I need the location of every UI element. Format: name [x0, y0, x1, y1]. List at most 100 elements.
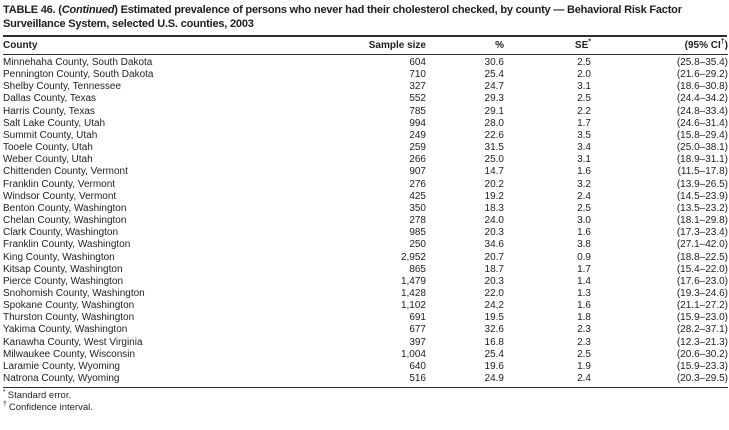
header-se-label: SE	[574, 40, 589, 51]
table-row: Laramie County, Wyoming 640 19.6 1.9 (15.9–2…	[3, 361, 728, 373]
county-cell: Tooele County, Utah	[3, 142, 93, 154]
percent-cell: 20.2	[484, 178, 504, 190]
sample-size-cell: 865	[409, 263, 426, 275]
county-cell: Kanawha County, West Virginia	[3, 336, 143, 348]
sample-size-cell: 327	[409, 81, 426, 93]
table-title-prefix: TABLE 46. (	[3, 4, 62, 16]
table-title: TABLE 46. (Continued) Estimated prevalen…	[3, 4, 727, 37]
county-cell: Franklin County, Washington	[3, 239, 131, 251]
header-se: SE*	[504, 37, 591, 55]
se-cell: 2.5	[577, 93, 591, 105]
se-cell: 2.5	[577, 348, 591, 360]
ci-cell: (18.8–22.5)	[676, 251, 728, 263]
ci-cell: (18.9–31.1)	[676, 154, 728, 166]
se-cell: 1.8	[577, 312, 591, 324]
footnote-confidence-interval: † Confidence interval.	[3, 400, 727, 414]
sample-size-cell: 604	[409, 57, 426, 68]
se-cell: 1.7	[577, 263, 591, 275]
county-cell: Windsor County, Vermont	[3, 190, 117, 202]
table-row: Salt Lake County, Utah 994 28.0 1.7 (24.6–31…	[3, 118, 728, 130]
se-cell: 2.0	[577, 69, 591, 81]
ci-cell: (14.5–23.9)	[676, 190, 728, 202]
footnote-marker-asterisk: *	[3, 389, 6, 397]
table-title-rest: ) Estimated prevalence of persons who ne…	[3, 4, 682, 30]
table-row: Thurston County, Washington 691 19.5 1.8 (15…	[3, 312, 728, 324]
county-cell: Yakima County, Washington	[3, 324, 128, 336]
se-cell: 2.4	[577, 373, 591, 385]
county-cell: Milwaukee County, Wisconsin	[3, 348, 136, 360]
ci-cell: (17.3–23.4)	[676, 227, 728, 239]
table-row: Minnehaha County, South Dakota 604 30.6 2.5…	[3, 55, 728, 70]
se-cell: 1.4	[577, 275, 591, 287]
county-cell: Laramie County, Wyoming	[3, 360, 120, 372]
se-cell: 2.2	[577, 105, 591, 117]
county-cell: Salt Lake County, Utah	[3, 117, 106, 129]
percent-cell: 18.3	[484, 202, 504, 214]
ci-cell: (18.6–30.8)	[676, 81, 728, 93]
sample-size-cell: 1,102	[400, 300, 426, 312]
ci-cell: (28.2–37.1)	[676, 324, 728, 336]
percent-cell: 22.6	[484, 129, 504, 141]
ci-cell: (24.6–31.4)	[676, 117, 728, 129]
footnote-standard-error: * Standard error.	[3, 389, 727, 402]
percent-cell: 19.2	[484, 190, 504, 202]
se-cell: 2.4	[577, 190, 591, 202]
sample-size-cell: 640	[409, 360, 426, 372]
percent-cell: 18.7	[484, 263, 504, 275]
county-cell: Chittenden County, Vermont	[3, 166, 128, 178]
header-ci-close: )	[724, 40, 728, 51]
se-cell: 2.5	[577, 202, 591, 214]
table-row: Franklin County, Washington 250 34.6 3.8 (27…	[3, 239, 728, 251]
percent-cell: 20.7	[484, 251, 504, 263]
se-cell: 3.8	[577, 239, 591, 251]
table-row: Chelan County, Washington 278 24.0 3.0 (18.1…	[3, 215, 728, 227]
table-row: Harris County, Texas 785 29.1 2.2 (24.8–33.4…	[3, 106, 728, 118]
se-cell: 1.9	[577, 360, 591, 372]
ci-cell: (12.3–21.3)	[676, 336, 728, 348]
ci-cell: (24.8–33.4)	[676, 105, 728, 117]
percent-cell: 20.3	[484, 275, 504, 287]
table-row: Summit County, Utah 249 22.6 3.5 (15.8–29.4)	[3, 130, 728, 142]
table-row: Kanawha County, West Virginia 397 16.8 2.3 (…	[3, 337, 728, 349]
prevalence-table: County Sample size % SE* (95% CI†) Minne…	[3, 37, 728, 389]
table-row: Dallas County, Texas 552 29.3 2.5 (24.4–34.2…	[3, 93, 728, 105]
percent-cell: 25.0	[484, 154, 504, 166]
sample-size-cell: 710	[409, 69, 426, 81]
table-row: Snohomish County, Washington 1,428 22.0 1.3…	[3, 288, 728, 300]
percent-cell: 20.3	[484, 227, 504, 239]
ci-cell: (24.4–34.2)	[676, 93, 728, 105]
county-cell: Kitsap County, Washington	[3, 263, 123, 275]
table-row: Pennington County, South Dakota 710 25.4 2.…	[3, 69, 728, 81]
ci-cell: (15.4–22.0)	[676, 263, 728, 275]
footnote-marker-dagger: †	[3, 400, 7, 408]
percent-cell: 19.5	[484, 312, 504, 324]
percent-cell: 24.9	[484, 373, 504, 385]
ci-cell: (13.9–26.5)	[676, 178, 728, 190]
ci-cell: (25.8–35.4)	[676, 57, 728, 68]
county-cell: Shelby County, Tennessee	[3, 81, 122, 93]
county-cell: King County, Washington	[3, 251, 115, 263]
se-cell: 3.5	[577, 129, 591, 141]
se-cell: 2.3	[577, 324, 591, 336]
sample-size-cell: 425	[409, 190, 426, 202]
sample-size-cell: 259	[409, 142, 426, 154]
header-sample-size: Sample size	[321, 37, 426, 55]
percent-cell: 14.7	[484, 166, 504, 178]
sample-size-cell: 691	[409, 312, 426, 324]
county-cell: Summit County, Utah	[3, 129, 98, 141]
ci-cell: (15.9–23.3)	[676, 360, 728, 372]
percent-cell: 24.7	[484, 81, 504, 93]
sample-size-cell: 994	[409, 117, 426, 129]
header-ci: (95% CI†)	[591, 37, 728, 55]
county-cell: Benton County, Washington	[3, 202, 127, 214]
ci-cell: (15.9–23.0)	[676, 312, 728, 324]
se-cell: 1.6	[577, 300, 591, 312]
sample-size-cell: 985	[409, 227, 426, 239]
table-row: Spokane County, Washington 1,102 24.2 1.6 (2…	[3, 300, 728, 312]
se-cell: 3.1	[577, 81, 591, 93]
sample-size-cell: 1,004	[400, 348, 426, 360]
county-cell: Pennington County, South Dakota	[3, 69, 154, 81]
ci-cell: (18.1–29.8)	[676, 215, 728, 227]
sample-size-cell: 2,952	[400, 251, 426, 263]
